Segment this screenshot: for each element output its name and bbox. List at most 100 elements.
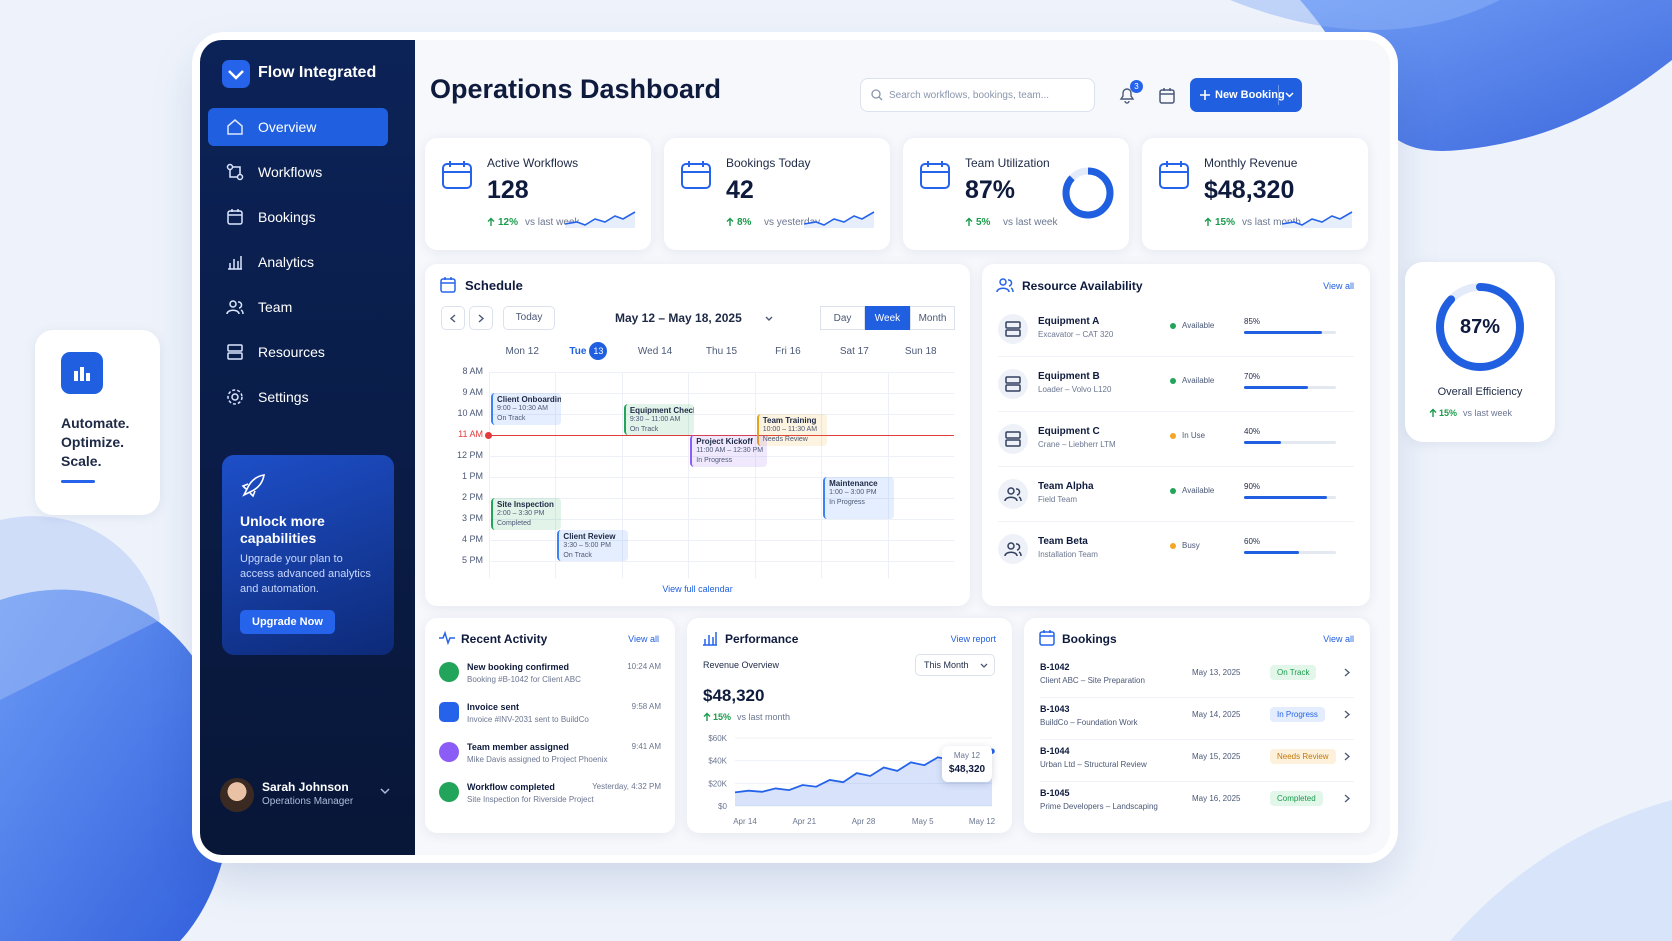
resource-detail: Crane – Liebherr LTM (1038, 440, 1116, 449)
donut-arc (1062, 167, 1114, 219)
resource-icon (998, 534, 1028, 564)
view-toggle[interactable]: Week (865, 306, 910, 330)
booking-row[interactable]: B-1044 Urban Ltd – Structural Review May 1… (1032, 742, 1362, 782)
resource-name: Team Beta (1038, 536, 1088, 547)
kpi-card: Active Workflows 128 12% vs last week (425, 138, 651, 250)
chevron-path (1344, 794, 1350, 803)
today-button[interactable]: Today (503, 306, 555, 330)
arrow-up-icon (726, 217, 734, 226)
kpi-change-note: vs last week (525, 217, 580, 228)
arrow (726, 217, 734, 226)
kpi-label: Monthly Revenue (1204, 156, 1298, 170)
next-button[interactable] (469, 306, 493, 330)
check (228, 70, 244, 80)
bar-fill (1244, 441, 1281, 444)
hour-label: 2 PM (461, 492, 483, 502)
activity-icon (439, 662, 459, 682)
activity-detail: Mike Davis assigned to Project Phoenix (467, 755, 608, 764)
calendar-event[interactable]: Team Training 10:00 – 11:30 AM Needs Revie… (756, 414, 828, 446)
upgrade-button[interactable]: Upgrade Now (240, 610, 335, 634)
nav-item[interactable]: Resources (208, 333, 388, 371)
resource-status: Available (1182, 376, 1215, 385)
efficiency-value: 87% (1459, 316, 1501, 338)
icon-shape (1040, 630, 1054, 637)
resource-name: Team Alpha (1038, 481, 1094, 492)
booking-row[interactable]: B-1042 Client ABC – Site Preparation May 1… (1032, 658, 1362, 698)
icon (996, 278, 1014, 293)
view-all-link[interactable]: View all (628, 634, 659, 644)
x-tick-label: Apr 21 (792, 817, 816, 826)
grid-row-line (489, 393, 954, 394)
icon (1004, 487, 1022, 502)
booking-row[interactable]: B-1043 BuildCo – Foundation Work May 14, 2… (1032, 700, 1362, 740)
icon-detail (921, 161, 949, 173)
hour-label: 4 PM (461, 534, 483, 544)
schedule-card: Schedule Today May 12 – May 18, 2025 Day Wee… (425, 264, 970, 606)
kpi-label: Active Workflows (487, 156, 579, 170)
lens (871, 89, 881, 99)
resource-detail: Field Team (1038, 495, 1077, 504)
resource-status: Available (1182, 486, 1215, 495)
arrow (1204, 217, 1212, 226)
kpi-change: 15% (1215, 217, 1236, 228)
percent-label: 40% (1244, 427, 1261, 436)
event-status: In Progress (829, 499, 865, 506)
donut-arc (1436, 283, 1524, 371)
booking-row[interactable]: B-1045 Prime Developers – Landscaping May … (1032, 784, 1362, 822)
grid-column-line (887, 372, 889, 578)
nav-item[interactable]: Team (208, 288, 388, 326)
feature-card: Automate. Optimize. Scale. (35, 330, 160, 515)
promo-card: Unlock more capabilities Upgrade your pla… (222, 455, 394, 655)
card-title: Recent Activity (461, 632, 548, 646)
event-title: Maintenance (829, 479, 878, 488)
icon (1159, 88, 1175, 104)
sparkline (564, 211, 636, 228)
nav-item[interactable]: Workflows (208, 153, 388, 191)
calendar-event[interactable]: Client Onboarding 9:00 – 10:30 AM On Track (491, 393, 562, 425)
booking-detail: Prime Developers – Landscaping (1040, 802, 1158, 811)
new-booking-button[interactable]: New Booking (1190, 78, 1302, 112)
icon-frame (920, 163, 950, 189)
icon-frame (1159, 163, 1189, 189)
icon-shape (228, 256, 242, 270)
icon (703, 632, 717, 646)
period-dropdown[interactable]: This Month (915, 654, 995, 676)
prev-button[interactable] (441, 306, 465, 330)
kpi-change: 5% (976, 217, 991, 228)
nav-item[interactable]: Settings (208, 378, 388, 416)
notification-badge[interactable]: 3 (1130, 80, 1143, 93)
calendar-event[interactable]: Equipment Check 9:30 – 11:00 AM On Track (623, 403, 695, 435)
booking-detail: BuildCo – Foundation Work (1040, 718, 1138, 727)
calendar-event[interactable]: Maintenance 1:00 – 3:00 PM In Progress (823, 477, 894, 519)
day-header: Mon 12 (505, 346, 539, 357)
avatar (220, 778, 254, 812)
sidebar: Flow Integrated Overview Workflows Bookings… (200, 40, 415, 855)
row-divider (1040, 739, 1354, 740)
calendar-event[interactable]: Client Review 3:30 – 5:00 PM On Track (557, 529, 628, 561)
nav-item[interactable]: Overview (208, 108, 388, 146)
grid-column-line (621, 372, 623, 578)
event-time: 9:00 – 10:30 AM (497, 405, 548, 412)
search-placeholder: Search workflows, bookings, team... (889, 90, 1050, 101)
activity-detail: Invoice #INV-2031 sent to BuildCo (467, 715, 589, 724)
view-all-link[interactable]: View all (1323, 281, 1354, 291)
calendar-link[interactable]: View full calendar (662, 584, 733, 594)
icon (227, 119, 243, 135)
nav-label: Analytics (258, 254, 315, 270)
activity-icon (439, 702, 459, 722)
chevron (1344, 794, 1350, 803)
view-all-link[interactable]: View all (1323, 634, 1354, 644)
kpi-change: 8% (737, 217, 752, 228)
accent-line (61, 480, 95, 483)
nav-item[interactable]: Bookings (208, 198, 388, 236)
subtitle: Revenue Overview (703, 660, 780, 670)
calendar-event[interactable]: Project Kickoff 11:00 AM – 12:30 PM In Pro… (690, 435, 767, 467)
view-toggle[interactable]: Month (910, 306, 955, 330)
calendar-event[interactable]: Site Inspection 2:00 – 3:30 PM Completed (491, 498, 562, 530)
event-status: On Track (497, 415, 526, 422)
view-report-link[interactable]: View report (950, 634, 996, 644)
search-box[interactable]: Search workflows, bookings, team... (860, 78, 1095, 112)
day-header: Thu 15 (705, 346, 738, 357)
view-toggle[interactable]: Day (820, 306, 865, 330)
nav-item[interactable]: Analytics (208, 243, 388, 281)
